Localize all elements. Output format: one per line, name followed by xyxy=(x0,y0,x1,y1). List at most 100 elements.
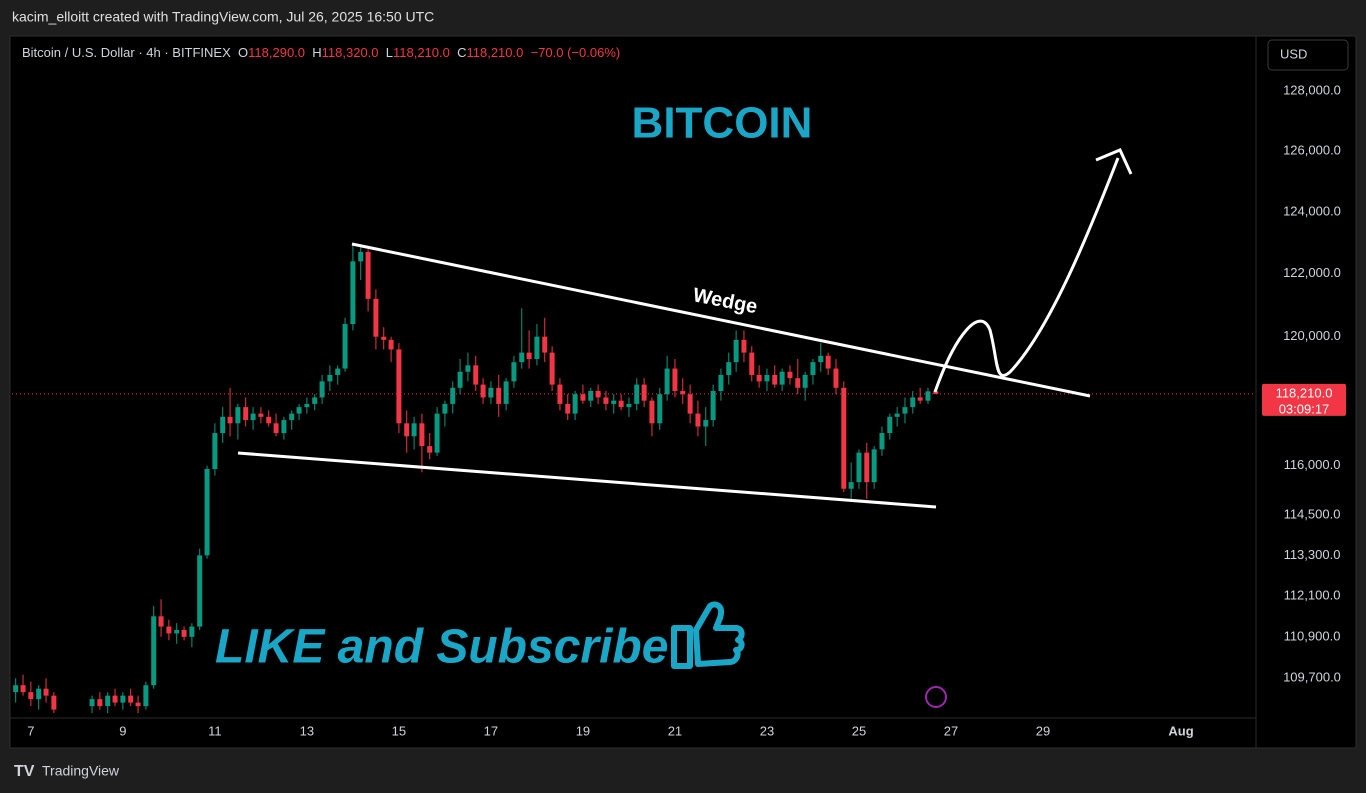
candle-body xyxy=(135,702,141,707)
candle-body xyxy=(151,616,157,686)
candle-body xyxy=(465,365,471,372)
candle-body xyxy=(312,397,318,404)
candle-body xyxy=(580,394,586,401)
candle-body xyxy=(319,381,325,398)
candle-body xyxy=(841,387,847,489)
chart-title: BITCOIN xyxy=(632,99,813,148)
candle-body xyxy=(641,384,647,401)
arrow-head xyxy=(1095,148,1133,175)
candle-body xyxy=(480,384,486,398)
candle-body xyxy=(603,397,609,404)
x-tick-label: 11 xyxy=(208,723,222,738)
attribution: kacim_elloitt created with TradingView.c… xyxy=(12,9,434,25)
candle-body xyxy=(427,446,433,453)
candle-body xyxy=(404,423,410,437)
candle-body xyxy=(296,407,302,414)
candle-body xyxy=(327,374,333,382)
x-tick-label: 15 xyxy=(392,723,406,738)
candle-body xyxy=(204,469,210,556)
x-tick-label: 9 xyxy=(119,723,126,738)
candle-body xyxy=(342,324,348,369)
candle-body xyxy=(281,420,287,434)
candle-body xyxy=(764,374,770,382)
candle-body xyxy=(457,371,463,388)
candle-body xyxy=(772,374,778,385)
tv-logo: TV xyxy=(14,763,35,780)
symbol-legend: Bitcoin / U.S. Dollar · 4h · BITFINEX O1… xyxy=(22,45,620,60)
candle-body xyxy=(549,352,555,385)
candle-body xyxy=(381,336,387,340)
candle-body xyxy=(28,692,34,700)
candle-body xyxy=(105,695,111,707)
candle-body xyxy=(618,400,624,408)
open-value: 118,290.0 xyxy=(248,45,306,60)
candle-body xyxy=(51,695,57,710)
x-tick-label: 19 xyxy=(576,723,590,738)
low-value: 118,210.0 xyxy=(392,45,450,60)
candle-body xyxy=(158,616,164,627)
candle-body xyxy=(43,688,49,696)
candle-body xyxy=(733,339,739,363)
candle-body xyxy=(227,416,233,424)
x-tick-label: 29 xyxy=(1036,723,1050,738)
candle-body xyxy=(741,339,747,353)
candle-body xyxy=(703,420,709,427)
candle-body xyxy=(657,394,663,424)
candle-body xyxy=(818,355,824,363)
x-tick-label: 23 xyxy=(760,723,774,738)
candle-body xyxy=(787,371,793,379)
countdown: 03:09:17 xyxy=(1279,401,1330,416)
candle-body xyxy=(473,365,479,385)
y-tick-label: 128,000.0 xyxy=(1283,83,1341,98)
candle-body xyxy=(289,413,295,421)
candle-body xyxy=(496,387,502,404)
candle-body xyxy=(611,400,617,404)
candle-body xyxy=(450,387,456,404)
last-price-tag xyxy=(1262,383,1346,416)
candle-body xyxy=(20,685,26,693)
candle-body xyxy=(910,397,916,408)
candle-body xyxy=(411,423,417,437)
candle-body xyxy=(649,400,655,424)
candle-body xyxy=(718,374,724,392)
wedge-upper-line xyxy=(351,242,1091,398)
candle-body xyxy=(802,374,808,388)
candle-body xyxy=(565,403,571,414)
candle-body xyxy=(726,362,732,375)
x-tick-label: 21 xyxy=(668,723,682,738)
candle-body xyxy=(197,555,203,627)
candle-body xyxy=(273,423,279,434)
change-value: −70.0 (−0.06%) xyxy=(530,45,621,60)
candle-body xyxy=(258,413,264,417)
candle-body xyxy=(542,336,548,353)
candle-body xyxy=(442,403,448,414)
candle-body xyxy=(373,298,379,337)
low-label: L xyxy=(385,45,393,60)
y-tick-label: 124,000.0 xyxy=(1283,203,1341,218)
candle-body xyxy=(350,261,356,325)
candle-body xyxy=(749,352,755,375)
open-label: O xyxy=(238,45,249,60)
candle-body xyxy=(710,391,716,421)
alert-icon[interactable] xyxy=(925,686,947,708)
brand: TradingView xyxy=(42,763,120,779)
thumbs-up-icon xyxy=(671,601,745,669)
candle-body xyxy=(235,407,241,424)
candle-body xyxy=(871,449,877,483)
currency-button[interactable] xyxy=(1267,39,1349,71)
candle-body xyxy=(894,413,900,417)
candle-body xyxy=(879,433,885,450)
candle-body xyxy=(795,378,801,388)
candle-body xyxy=(825,355,831,369)
symbol: Bitcoin / U.S. Dollar · 4h · BITFINEX xyxy=(22,45,231,60)
candle-body xyxy=(128,695,134,703)
candle-body xyxy=(220,416,226,434)
candle-body xyxy=(419,423,425,447)
projection-arrow xyxy=(933,157,1120,393)
y-tick-label: 109,700.0 xyxy=(1283,670,1341,685)
currency-label: USD xyxy=(1280,46,1307,61)
y-tick-label: 113,300.0 xyxy=(1284,547,1341,562)
candle-body xyxy=(572,394,578,414)
candle-body xyxy=(687,394,693,414)
